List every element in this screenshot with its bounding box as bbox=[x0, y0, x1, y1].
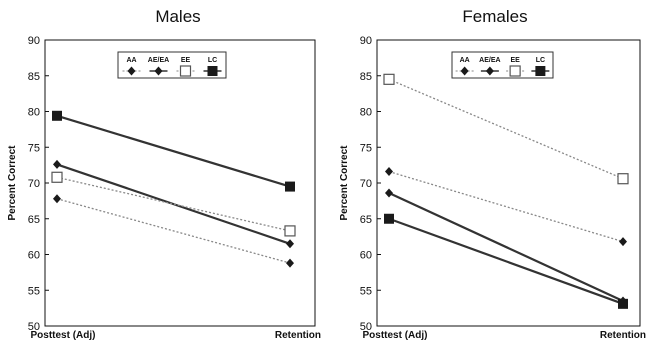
y-tick-label: 60 bbox=[28, 250, 40, 262]
series-line bbox=[388, 170, 624, 243]
legend-label: EE bbox=[181, 57, 191, 64]
chart-females: Females 50 55 60 65 70 75 80 85 90 Percent Correct… bbox=[339, 7, 646, 341]
series-line bbox=[56, 163, 291, 245]
data-point bbox=[617, 173, 629, 185]
data-point bbox=[618, 298, 628, 309]
legend-label: AA bbox=[460, 57, 470, 64]
y-tick-label: 75 bbox=[28, 142, 40, 154]
y-tick-label: 80 bbox=[360, 107, 372, 119]
data-point bbox=[384, 213, 394, 224]
data-point bbox=[619, 237, 627, 247]
y-tick-label: 50 bbox=[28, 321, 40, 333]
y-tick-label: 70 bbox=[360, 178, 372, 190]
data-point bbox=[286, 239, 294, 249]
data-point bbox=[383, 73, 395, 85]
data-point bbox=[385, 167, 393, 177]
legend-marker bbox=[154, 66, 163, 76]
x-tick-label: Posttest (Adj) bbox=[363, 330, 428, 341]
y-tick-label: 50 bbox=[360, 321, 372, 333]
data-point bbox=[385, 188, 393, 198]
x-tick-label: Retention bbox=[600, 330, 646, 341]
y-tick-label: 80 bbox=[28, 107, 40, 119]
chart-title: Males bbox=[155, 7, 200, 26]
data-point bbox=[284, 225, 296, 237]
legend-marker bbox=[127, 66, 136, 76]
legend-label: AE/EA bbox=[148, 57, 169, 64]
y-axis-label: Percent Correct bbox=[7, 145, 18, 221]
series-line bbox=[56, 198, 291, 264]
data-point bbox=[53, 159, 61, 169]
plot-frame bbox=[376, 39, 641, 327]
y-tick-label: 70 bbox=[28, 178, 40, 190]
y-tick-label: 65 bbox=[28, 214, 40, 226]
data-point bbox=[53, 194, 61, 204]
y-tick-label: 55 bbox=[28, 285, 40, 297]
data-point bbox=[52, 110, 62, 121]
legend-label: AE/EA bbox=[479, 57, 500, 64]
x-tick-label: Retention bbox=[275, 330, 321, 341]
legend-marker bbox=[485, 66, 494, 76]
y-tick-label: 90 bbox=[360, 35, 372, 47]
legend-marker bbox=[509, 65, 521, 77]
data-point bbox=[286, 258, 294, 268]
legend-label: LC bbox=[536, 57, 545, 64]
y-axis-label: Percent Correct bbox=[339, 145, 350, 221]
legend-marker bbox=[207, 66, 218, 76]
legend-marker bbox=[460, 66, 469, 76]
y-tick-label: 65 bbox=[360, 214, 372, 226]
chart-title: Females bbox=[462, 7, 527, 26]
y-tick-label: 85 bbox=[28, 71, 40, 83]
y-tick-label: 75 bbox=[360, 142, 372, 154]
series-line bbox=[388, 217, 624, 305]
y-tick-label: 85 bbox=[360, 71, 372, 83]
legend-label: EE bbox=[510, 57, 520, 64]
legend-marker bbox=[535, 66, 546, 76]
series-line bbox=[388, 78, 624, 180]
y-tick-label: 60 bbox=[360, 250, 372, 262]
series-line bbox=[56, 114, 291, 188]
y-tick-label: 55 bbox=[360, 285, 372, 297]
x-tick-label: Posttest (Adj) bbox=[31, 330, 96, 341]
legend-label: AA bbox=[126, 57, 136, 64]
y-tick-label: 90 bbox=[28, 35, 40, 47]
data-point bbox=[285, 181, 295, 192]
legend-marker bbox=[179, 65, 192, 77]
data-point bbox=[51, 171, 63, 183]
legend-label: LC bbox=[208, 57, 217, 64]
series-line bbox=[388, 192, 624, 302]
chart-males: Males 50 55 60 65 70 75 80 85 90 Percent Correct Po… bbox=[7, 7, 321, 341]
